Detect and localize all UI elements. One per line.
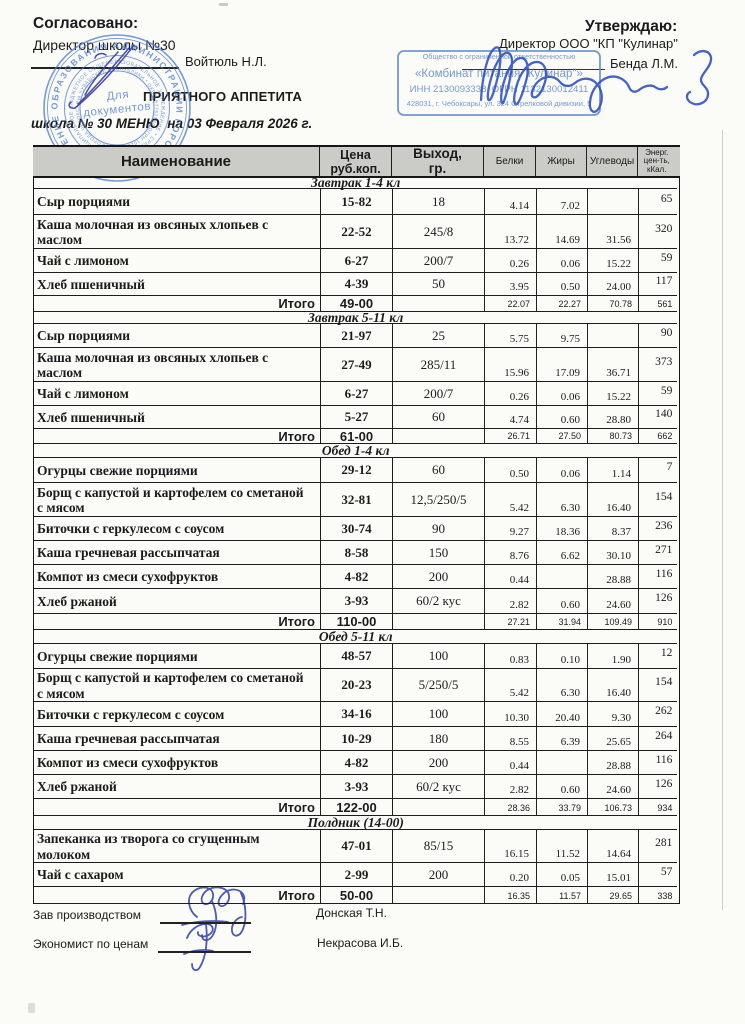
svg-text:Для документов: Для документов [81,87,152,120]
svg-text:ИНН 2130093338 ОГРН 113213001: ИНН 2130093338 ОГРН 1132130012411 [410,84,589,95]
svg-text:428031, г. Чебоксары, ул. 324: 428031, г. Чебоксары, ул. 324 Стрелковой… [407,99,592,108]
